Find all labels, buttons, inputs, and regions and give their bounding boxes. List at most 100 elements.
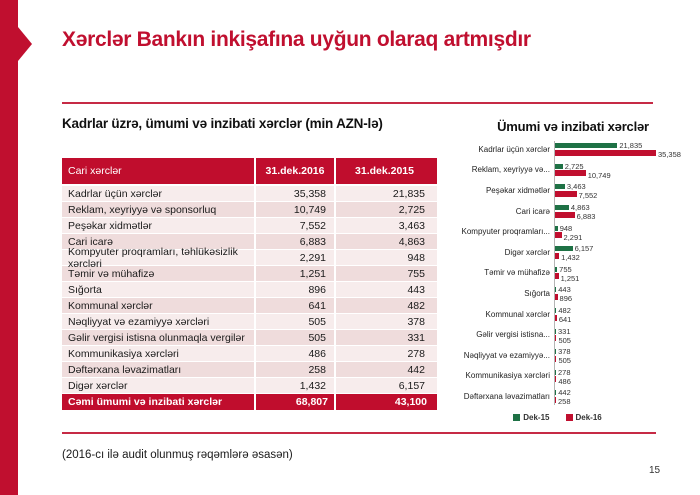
bar-line: 331: [555, 326, 571, 336]
bar-value-label: 378: [558, 347, 571, 357]
bar-pair: 443 896: [555, 285, 573, 304]
table-row: Kommunikasiya xərcləri 486 278: [62, 346, 437, 362]
legend-label: Dek-16: [575, 413, 602, 422]
bar-line: 443: [555, 285, 572, 295]
bar-value-label: 331: [558, 326, 571, 336]
bar-pair: 755 1,251: [555, 265, 579, 283]
row-value-2015: 278: [407, 347, 425, 360]
bar-pair: 331 505: [555, 326, 571, 345]
bar-pair: 948 2,291: [555, 224, 582, 242]
bar-line: 641: [555, 314, 572, 325]
chart-row: Təmir və mühafizə 755 1,251: [440, 263, 692, 284]
bar-value-label: 35,358: [658, 150, 681, 160]
row-value-2015: 482: [407, 299, 425, 312]
chart-row: Reklam, xeyriyyə və... 2,725 10,749: [440, 160, 692, 181]
bar-value-label: 4,863: [570, 203, 590, 213]
chart-category-label: Kompyuter proqramları...: [461, 227, 550, 237]
header-cell-category: Cari xərclər: [62, 158, 256, 184]
bar-dek16: [555, 190, 577, 197]
left-accent-band: [0, 0, 18, 495]
bar-value-label: 505: [558, 335, 571, 345]
bar-value-label: 443: [558, 285, 571, 295]
bar-dek15: [555, 349, 557, 355]
bar-value-label: 278: [558, 367, 571, 377]
bar-pair: 482 641: [555, 306, 572, 325]
row-value-2016: 35,358: [256, 186, 336, 201]
title-underline: [62, 102, 653, 104]
row-label: Peşəkar xidmətlər: [62, 218, 256, 233]
bar-line: 10,749: [555, 170, 611, 180]
bar-dek15: [555, 143, 618, 149]
bar-line: 1,432: [555, 252, 593, 263]
row-value-2016: 896: [256, 282, 336, 297]
chart-category-label: Nəqliyyat və ezamiyyə...: [463, 350, 550, 360]
bar-dek16: [555, 355, 557, 362]
bar-value-label: 896: [559, 294, 573, 304]
bar-pair: 278 486: [555, 367, 571, 386]
row-value-2015: 443: [407, 283, 425, 296]
bar-pair: 21,835 35,358: [555, 141, 681, 160]
table-row: Sığorta 896 443: [62, 282, 437, 298]
row-label: Cari icarə: [62, 234, 256, 249]
legend-label: Dek-15: [523, 413, 550, 422]
bar-dek15: [555, 308, 557, 314]
chart-category-label: Reklam, xeyriyyə və...: [471, 165, 550, 175]
chart-row: Kadrlar üçün xərclər 21,835 35,358: [440, 139, 692, 160]
table-row: Gəlir vergisi istisna olunmaqla vergilər…: [62, 330, 437, 346]
bar-dek15: [555, 184, 565, 190]
bar-value-label: 641: [558, 315, 572, 325]
chart-row: Dəftərxana ləvazimatları 442 258: [440, 386, 692, 407]
row-label: Dəftərxana ləvazimatları: [62, 362, 256, 377]
row-label: Sığorta: [62, 282, 256, 297]
bar-value-label: 482: [558, 306, 571, 316]
bar-dek16: [555, 314, 557, 321]
row-label: Kommunal xərclər: [62, 298, 256, 313]
chart-category-label: Kommunal xərclər: [485, 309, 550, 319]
row-value-2015: 948: [407, 251, 425, 264]
expense-table-body: Kadrlar üçün xərclər 35,358 21,835 Reklam, …: [62, 186, 437, 394]
bar-line: 948: [555, 224, 582, 233]
row-value-2016: 258: [256, 362, 336, 377]
row-value-2015: 442: [407, 363, 425, 376]
bar-value-label: 6,883: [576, 212, 596, 222]
bar-line: 378: [555, 347, 571, 357]
bar-line: 2,291: [555, 232, 582, 242]
row-label: Təmir və mühafizə: [62, 266, 256, 281]
total-value-2016: 68,807: [256, 394, 336, 410]
header-cell-2016: 31.dek.2016: [256, 158, 336, 184]
bar-line: 6,157: [555, 244, 593, 253]
total-value-2015: 43,100: [394, 396, 427, 408]
row-value-2016: 10,749: [256, 202, 336, 217]
chart-category-label: Gəlir vergisi istisna...: [476, 330, 550, 340]
chart-row: Peşəkar xidmətlər 3,463 7,552: [440, 180, 692, 201]
chart-row: Sığorta 443 896: [440, 283, 692, 304]
bar-value-label: 505: [558, 356, 571, 366]
bar-pair: 442 258: [555, 388, 571, 407]
bar-line: 4,863: [555, 203, 595, 213]
row-value-2015: 331: [407, 331, 425, 344]
bar-dek16: [555, 376, 557, 383]
chart-row: Cari icarə 4,863 6,883: [440, 201, 692, 222]
row-value-2015: 21,835: [392, 187, 425, 200]
row-label: Kommunikasiya xərcləri: [62, 346, 256, 361]
table-total-row: Cəmi ümumi və inzibati xərclər 68,807 43…: [62, 394, 437, 410]
bar-line: 3,463: [555, 182, 597, 191]
row-value-2016: 505: [256, 314, 336, 329]
bar-dek16: [555, 273, 559, 280]
row-value-2016: 505: [256, 330, 336, 345]
bar-line: 505: [555, 335, 571, 345]
table-row: Cari icarə 6,883 4,863: [62, 234, 437, 250]
chart-category-label: Sığorta: [524, 288, 550, 298]
bar-value-label: 1,432: [561, 253, 580, 263]
chart-category-label: Peşəkar xidmətlər: [485, 185, 550, 195]
bar-value-label: 258: [558, 397, 571, 407]
bar-pair: 3,463 7,552: [555, 182, 597, 200]
bar-pair: 4,863 6,883: [555, 203, 596, 222]
bar-line: 258: [555, 396, 571, 407]
chart-category-label: Kommunikasiya xərcləri: [465, 371, 550, 381]
bar-line: 755: [555, 265, 579, 274]
legend-item: Dek-16: [565, 413, 602, 422]
bar-dek16: [555, 335, 557, 342]
row-value-2015: 6,157: [398, 379, 425, 392]
header-cell-2015: 31.dek.2015: [355, 165, 414, 177]
